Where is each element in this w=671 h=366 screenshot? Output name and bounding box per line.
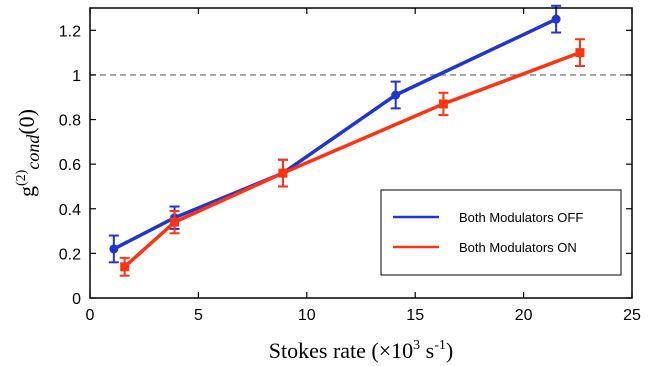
y-tick-label: 0.6 bbox=[59, 157, 81, 174]
legend: Both Modulators OFF Both Modulators ON bbox=[380, 189, 622, 276]
y-tick-label: 0 bbox=[72, 291, 81, 308]
data-point bbox=[391, 90, 401, 100]
tick-layer: 0 5 10 15 20 25 0 0.2 0.4 0.6 0.8 1 1.2 bbox=[59, 8, 641, 324]
x-tick-label: 25 bbox=[623, 307, 641, 324]
y-tick-label: 1.2 bbox=[59, 23, 81, 40]
x-tick-label: 0 bbox=[86, 307, 95, 324]
legend-label-both-modulators-off: Both Modulators OFF bbox=[459, 210, 583, 225]
y-tick-label: 1 bbox=[72, 68, 81, 85]
data-point bbox=[120, 262, 130, 272]
y-tick-label: 0.4 bbox=[59, 202, 81, 219]
data-point bbox=[438, 99, 448, 109]
series-layer bbox=[108, 4, 585, 277]
legend-label-both-modulators-on: Both Modulators ON bbox=[459, 240, 577, 255]
plot-frame bbox=[89, 7, 633, 299]
x-axis-title: Stokes rate (×103 s-1) bbox=[269, 338, 453, 363]
y-axis-title: g(2)cond(0) bbox=[14, 109, 43, 197]
data-point bbox=[170, 217, 180, 227]
data-point bbox=[109, 244, 119, 254]
x-tick-label: 10 bbox=[298, 307, 316, 324]
legend-box bbox=[380, 189, 622, 276]
x-tick-label: 5 bbox=[194, 307, 203, 324]
x-tick-label: 20 bbox=[515, 307, 533, 324]
y-tick-label: 0.8 bbox=[59, 113, 81, 130]
y-tick-label: 0.2 bbox=[59, 246, 81, 263]
data-point bbox=[551, 14, 561, 24]
x-tick-label: 15 bbox=[406, 307, 424, 324]
series-1 bbox=[119, 38, 585, 277]
data-point bbox=[278, 168, 288, 178]
data-point bbox=[575, 48, 585, 58]
